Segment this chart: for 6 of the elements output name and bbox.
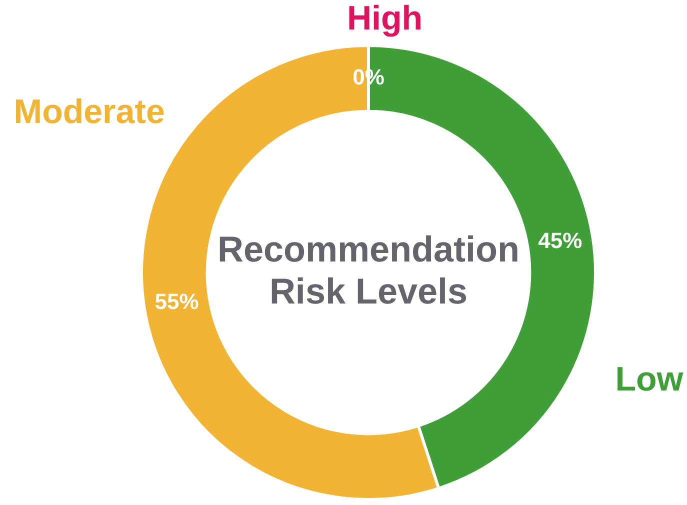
category-label: High (346, 0, 422, 38)
slice-label: Moderate (14, 93, 165, 131)
text: Recommendation Risk Levels (217, 228, 520, 312)
data-label: 55% (154, 288, 199, 314)
data-label: 45% (538, 228, 582, 254)
slice-label: Low (615, 360, 684, 399)
